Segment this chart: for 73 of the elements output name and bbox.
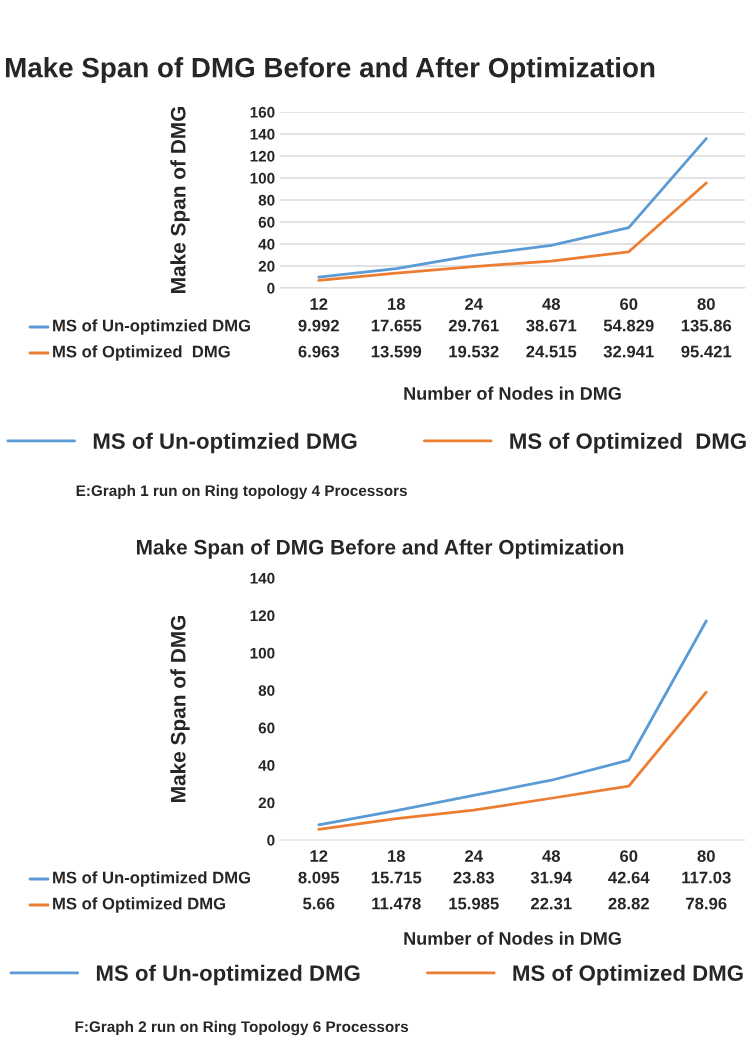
text: F:Graph 2 run on Ring Topology 6 Processors xyxy=(75,1020,409,1036)
data-label: 9.992 xyxy=(298,319,339,332)
y-tick-label: 60 xyxy=(258,216,275,228)
data-label: 6.963 xyxy=(298,345,339,358)
data-label: 5.66 xyxy=(303,897,335,910)
line-series xyxy=(317,690,708,831)
chart-title: Make Span of DMG Before and After Optimization xyxy=(5,57,655,83)
data-label: 13.599 xyxy=(371,345,422,358)
x-tick-label: 60 xyxy=(620,850,638,862)
y-tick-label: 40 xyxy=(258,238,275,250)
y-tick-label: 20 xyxy=(258,797,275,809)
y-tick-label: 0 xyxy=(267,282,275,294)
y-tick-label: 140 xyxy=(250,572,275,584)
x-axis-title: Number of Nodes in DMG xyxy=(404,386,621,400)
y-tick-label: 20 xyxy=(258,260,275,272)
data-label: 117.03 xyxy=(682,871,731,884)
data-label: 24.515 xyxy=(526,345,577,358)
data-label: 8.095 xyxy=(298,871,340,884)
x-tick-label: 48 xyxy=(542,850,561,862)
data-label: 28.82 xyxy=(608,897,649,910)
y-axis-title: Make Span of DMG xyxy=(170,106,190,293)
y-tick-label: 100 xyxy=(250,647,275,659)
data-label: 78.96 xyxy=(686,897,727,910)
y-tick-label: 120 xyxy=(250,610,275,622)
x-tick-label: 12 xyxy=(310,298,328,310)
legend-label: MS of Optimized DMG xyxy=(53,345,230,361)
text: E:Graph 1 run on Ring topology 4 Processors xyxy=(76,484,407,500)
x-tick-label: 60 xyxy=(620,298,638,310)
line-series xyxy=(317,619,708,827)
data-label: 38.671 xyxy=(526,319,577,332)
data-label: 95.421 xyxy=(681,345,732,358)
y-tick-label: 0 xyxy=(267,834,275,846)
x-tick-label: 24 xyxy=(465,298,483,310)
line-series xyxy=(317,137,708,279)
data-label: 11.478 xyxy=(372,897,421,910)
x-axis-title: Number of Nodes in DMG xyxy=(404,931,621,945)
text: MS of Un-optimzied DMG xyxy=(93,432,357,454)
data-label: 19.532 xyxy=(449,345,499,358)
x-tick-label: 48 xyxy=(542,298,561,310)
text: MS of Un-optimized DMG xyxy=(96,964,360,986)
data-label: 15.715 xyxy=(371,871,422,884)
data-label: 15.985 xyxy=(449,897,499,910)
x-tick-label: 18 xyxy=(388,850,406,862)
x-tick-label: 24 xyxy=(465,850,483,862)
y-tick-label: 60 xyxy=(258,722,275,734)
data-label: 42.64 xyxy=(608,871,650,884)
y-tick-label: 100 xyxy=(250,172,275,184)
y-tick-label: 80 xyxy=(258,194,275,206)
data-label: 54.829 xyxy=(603,319,654,332)
data-label: 29.761 xyxy=(448,319,499,332)
data-label: 22.31 xyxy=(530,897,572,910)
data-label: 17.655 xyxy=(371,319,422,332)
data-label: 32.941 xyxy=(603,345,654,358)
x-tick-label: 18 xyxy=(388,298,406,310)
x-tick-label: 80 xyxy=(697,298,715,310)
y-tick-label: 140 xyxy=(250,128,275,140)
x-tick-label: 12 xyxy=(310,850,328,862)
y-tick-label: 120 xyxy=(250,150,275,162)
legend-label: MS of Un-optimzied DMG xyxy=(53,319,251,335)
chart-title: Make Span of DMG Before and After Optimization xyxy=(136,539,624,559)
x-tick-label: 80 xyxy=(697,850,715,862)
data-label: 31.94 xyxy=(530,871,573,884)
text: MS of Optimized DMG xyxy=(510,432,746,454)
text: MS of Optimized DMG xyxy=(513,964,743,986)
y-tick-label: 80 xyxy=(258,685,275,696)
y-tick-label: 160 xyxy=(250,106,275,118)
y-axis-title: Make Span of DMG xyxy=(170,615,190,802)
legend-label: MS of Optimized DMG xyxy=(53,897,226,913)
line-series xyxy=(317,181,708,282)
y-tick-label: 40 xyxy=(258,760,275,771)
legend-label: MS of Un-optimized DMG xyxy=(53,871,251,887)
data-label: 23.83 xyxy=(453,871,494,884)
data-label: 135.86 xyxy=(681,319,732,332)
